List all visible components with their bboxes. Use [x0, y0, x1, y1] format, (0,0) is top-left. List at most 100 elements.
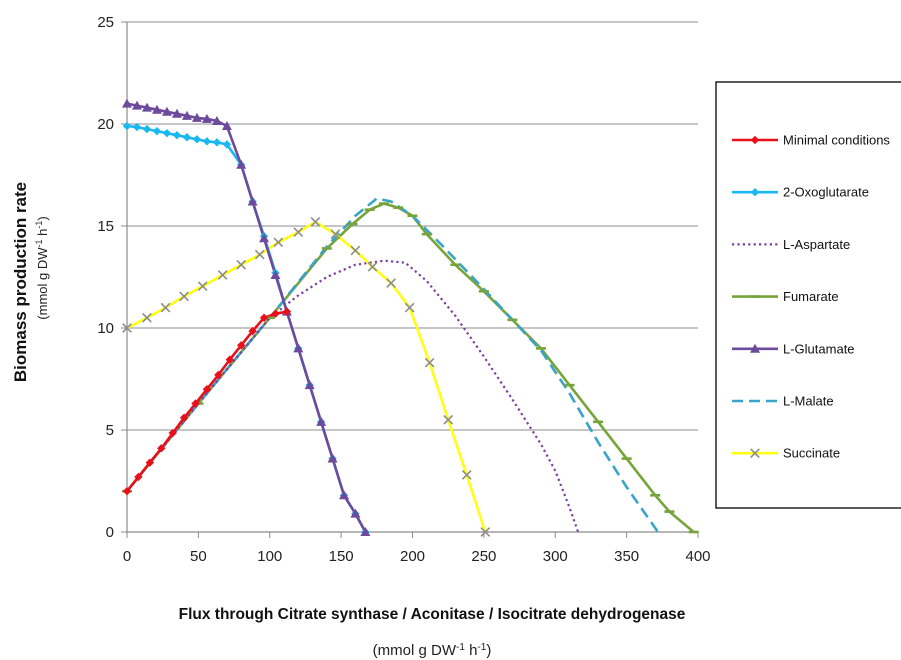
series-l-aspartate	[126, 259, 580, 533]
series-fumarate	[125, 202, 695, 533]
data-point-succinate	[404, 302, 415, 313]
data-point-2-oxoglutarate	[132, 122, 142, 132]
data-point-minimal-conditions	[202, 385, 212, 394]
data-point-l-glutamate	[247, 196, 258, 206]
data-point-minimal-conditions	[214, 370, 223, 380]
data-point-minimal-conditions	[282, 307, 292, 316]
data-point-succinate	[254, 249, 265, 260]
legend-label-l-malate: L-Malate	[783, 394, 834, 409]
data-point-minimal-conditions	[168, 428, 177, 438]
markers-succinate	[122, 217, 491, 537]
y-axis-unit: (mmol g DW-1 h-1)	[34, 216, 50, 319]
data-point-l-glutamate	[293, 343, 304, 353]
series-line-l-malate	[125, 197, 660, 533]
data-point-2-oxoglutarate	[222, 140, 232, 149]
legend-box	[715, 81, 901, 509]
x-tick-label: 100	[257, 548, 282, 565]
series-succinate	[126, 220, 487, 533]
legend-label-fumarate: Fumarate	[783, 289, 839, 304]
data-point-minimal-conditions	[179, 413, 189, 422]
legend-item-fumarate: Fumarate	[732, 289, 839, 304]
axes	[126, 22, 698, 533]
y-tick-label: 25	[97, 14, 114, 31]
legend: Minimal conditions 2-Oxoglutarate L-Aspart…	[715, 81, 901, 509]
x-tick-label: 400	[685, 548, 710, 565]
x-axis-title: Flux through Citrate synthase / Aconitas…	[179, 606, 686, 623]
data-point-2-oxoglutarate	[152, 126, 162, 136]
data-point-minimal-conditions	[237, 341, 246, 350]
legend-label-l-aspartate: L-Aspartate	[783, 237, 850, 252]
legend-item-l-aspartate: L-Aspartate	[732, 237, 850, 252]
data-point-succinate	[443, 414, 454, 425]
data-point-minimal-conditions	[259, 313, 269, 322]
data-point-succinate	[386, 278, 396, 288]
data-point-2-oxoglutarate	[182, 133, 192, 142]
data-point-minimal-conditions	[134, 472, 143, 482]
data-point-minimal-conditions	[271, 309, 280, 318]
data-point-l-glutamate	[161, 106, 172, 116]
y-tick-label: 5	[106, 422, 114, 439]
series-line-succinate	[126, 220, 487, 533]
data-point-succinate	[273, 237, 284, 248]
data-point-minimal-conditions	[145, 458, 155, 467]
data-point-2-oxoglutarate	[142, 124, 152, 134]
data-point-2-oxoglutarate	[172, 131, 182, 140]
data-point-succinate	[424, 357, 435, 368]
legend-marker-succinate	[750, 448, 760, 459]
data-point-minimal-conditions	[225, 355, 234, 364]
x-axis-unit: (mmol g DW-1 h-1)	[373, 642, 492, 660]
x-tick-label: 250	[471, 548, 496, 565]
data-point-minimal-conditions	[248, 326, 257, 336]
series-line-l-glutamate	[126, 102, 367, 533]
legend-marker-2-oxoglutarate	[750, 188, 760, 197]
legend-marker-l-glutamate	[750, 343, 760, 353]
legend-marker-minimal-conditions	[750, 135, 760, 145]
data-point-succinate	[142, 312, 152, 323]
data-point-succinate	[179, 291, 189, 302]
data-point-l-glutamate	[122, 98, 132, 108]
data-point-succinate	[350, 245, 361, 256]
legend-label-minimal-conditions: Minimal conditions	[783, 133, 890, 148]
data-point-l-glutamate	[171, 108, 182, 118]
data-point-2-oxoglutarate	[202, 137, 212, 146]
data-point-2-oxoglutarate	[212, 138, 222, 147]
series-lines	[125, 102, 695, 533]
data-point-succinate	[122, 323, 132, 333]
data-point-l-glutamate	[201, 113, 212, 123]
data-point-l-glutamate	[131, 100, 142, 110]
data-point-l-glutamate	[191, 112, 202, 122]
legend-item-l-glutamate: L-Glutamate	[732, 341, 855, 356]
series-line-fumarate	[125, 202, 695, 533]
series-l-glutamate	[126, 102, 367, 533]
data-point-minimal-conditions	[191, 399, 200, 408]
data-point-succinate	[367, 261, 378, 272]
markers-l-glutamate	[122, 98, 371, 536]
series-line-2-oxoglutarate	[126, 124, 367, 533]
x-tick-label: 350	[614, 548, 639, 565]
markers-minimal-conditions	[122, 307, 292, 496]
data-point-l-glutamate	[338, 490, 349, 500]
series-markers	[122, 98, 699, 537]
legend-item-minimal-conditions: Minimal conditions	[732, 133, 890, 148]
data-point-l-glutamate	[141, 102, 152, 112]
legend-item-l-malate: L-Malate	[732, 394, 834, 409]
data-point-2-oxoglutarate	[162, 128, 172, 138]
data-point-l-glutamate	[211, 115, 222, 125]
data-point-succinate	[330, 229, 341, 240]
y-tick-label: 15	[97, 218, 114, 235]
y-tick-labels: 0 5 10 15 20 25	[97, 14, 114, 541]
data-point-succinate	[480, 527, 491, 537]
data-point-2-oxoglutarate	[122, 121, 132, 131]
data-point-succinate	[293, 227, 304, 237]
data-point-l-glutamate	[151, 104, 162, 114]
data-point-l-glutamate	[236, 159, 247, 169]
data-point-l-glutamate	[181, 110, 192, 120]
data-point-succinate	[461, 470, 472, 480]
data-point-l-glutamate	[304, 380, 315, 390]
x-tick-label: 150	[329, 548, 354, 565]
y-tick-label: 0	[106, 524, 114, 541]
data-point-l-glutamate	[259, 233, 270, 243]
data-point-l-glutamate	[350, 508, 361, 518]
series-2-oxoglutarate	[126, 124, 367, 533]
